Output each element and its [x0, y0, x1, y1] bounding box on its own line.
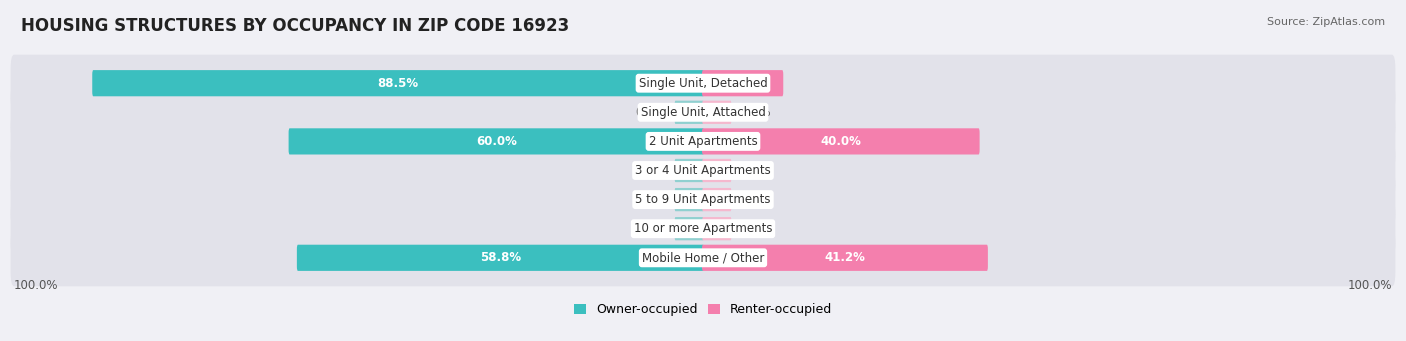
- Text: 0.0%: 0.0%: [741, 164, 770, 177]
- Text: 3 or 4 Unit Apartments: 3 or 4 Unit Apartments: [636, 164, 770, 177]
- FancyBboxPatch shape: [11, 84, 1395, 141]
- FancyBboxPatch shape: [11, 142, 1395, 199]
- Text: 0.0%: 0.0%: [741, 106, 770, 119]
- Text: 0.0%: 0.0%: [636, 106, 665, 119]
- FancyBboxPatch shape: [297, 245, 704, 271]
- FancyBboxPatch shape: [93, 70, 704, 96]
- Text: 0.0%: 0.0%: [741, 222, 770, 235]
- FancyBboxPatch shape: [675, 101, 703, 124]
- Legend: Owner-occupied, Renter-occupied: Owner-occupied, Renter-occupied: [568, 298, 838, 321]
- Text: 41.2%: 41.2%: [824, 251, 865, 264]
- FancyBboxPatch shape: [703, 101, 731, 124]
- FancyBboxPatch shape: [11, 200, 1395, 257]
- Text: 0.0%: 0.0%: [741, 193, 770, 206]
- FancyBboxPatch shape: [703, 159, 731, 182]
- FancyBboxPatch shape: [702, 245, 988, 271]
- Text: Source: ZipAtlas.com: Source: ZipAtlas.com: [1267, 17, 1385, 27]
- FancyBboxPatch shape: [675, 217, 703, 240]
- FancyBboxPatch shape: [11, 229, 1395, 286]
- Text: 5 to 9 Unit Apartments: 5 to 9 Unit Apartments: [636, 193, 770, 206]
- Text: 40.0%: 40.0%: [820, 135, 862, 148]
- Text: 100.0%: 100.0%: [14, 279, 59, 292]
- FancyBboxPatch shape: [703, 188, 731, 211]
- Text: Mobile Home / Other: Mobile Home / Other: [641, 251, 765, 264]
- Text: HOUSING STRUCTURES BY OCCUPANCY IN ZIP CODE 16923: HOUSING STRUCTURES BY OCCUPANCY IN ZIP C…: [21, 17, 569, 35]
- Text: Single Unit, Detached: Single Unit, Detached: [638, 77, 768, 90]
- Text: 10 or more Apartments: 10 or more Apartments: [634, 222, 772, 235]
- FancyBboxPatch shape: [702, 70, 783, 96]
- Text: 0.0%: 0.0%: [636, 164, 665, 177]
- FancyBboxPatch shape: [11, 171, 1395, 228]
- Text: 88.5%: 88.5%: [378, 77, 419, 90]
- Text: 100.0%: 100.0%: [1347, 279, 1392, 292]
- Text: 11.5%: 11.5%: [723, 77, 763, 90]
- Text: 0.0%: 0.0%: [636, 222, 665, 235]
- FancyBboxPatch shape: [702, 128, 980, 154]
- FancyBboxPatch shape: [288, 128, 704, 154]
- Text: Single Unit, Attached: Single Unit, Attached: [641, 106, 765, 119]
- Text: 60.0%: 60.0%: [475, 135, 517, 148]
- FancyBboxPatch shape: [703, 217, 731, 240]
- Text: 0.0%: 0.0%: [636, 193, 665, 206]
- FancyBboxPatch shape: [11, 55, 1395, 112]
- Text: 58.8%: 58.8%: [479, 251, 522, 264]
- FancyBboxPatch shape: [675, 188, 703, 211]
- Text: 2 Unit Apartments: 2 Unit Apartments: [648, 135, 758, 148]
- FancyBboxPatch shape: [675, 159, 703, 182]
- FancyBboxPatch shape: [11, 113, 1395, 170]
